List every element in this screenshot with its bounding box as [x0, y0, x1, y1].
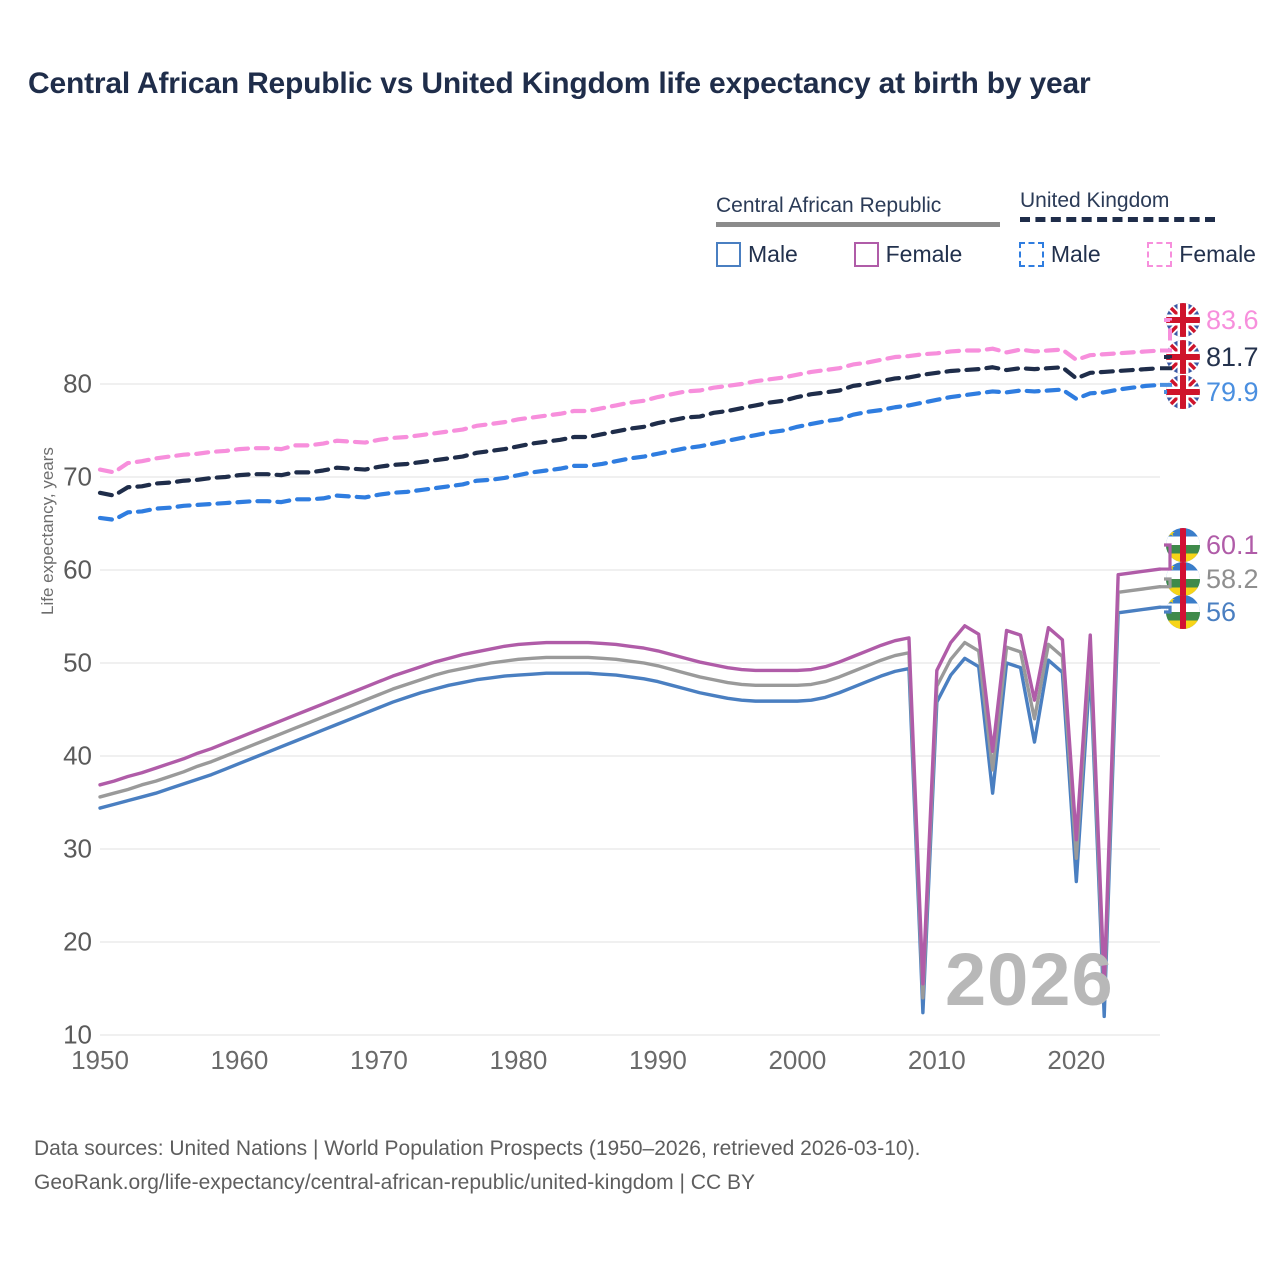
x-tick-2020: 2020 [1047, 1045, 1106, 1075]
legend-group-uk-label: United Kingdom [1020, 189, 1170, 212]
legend-item-uk-female[interactable]: Female [1147, 241, 1256, 268]
legend-swatch-car-female [853, 242, 879, 267]
y-tick-50: 50 [63, 647, 92, 678]
series-line-central-african-republic-total [98, 585, 1162, 1000]
end-value: 60.1 [1206, 529, 1259, 560]
end-label-united-kingdom-male[interactable]: 79.9 [1166, 375, 1259, 409]
legend-item-car-male[interactable]: Male [716, 241, 836, 268]
end-value: 58.2 [1206, 563, 1259, 594]
y-tick-30: 30 [63, 833, 92, 864]
end-label-central-african-republic-male[interactable]: 56 [1166, 595, 1236, 629]
legend-group-car-rule [716, 222, 1000, 227]
end-label-central-african-republic-total[interactable]: 58.2 [1166, 562, 1259, 596]
y-tick-40: 40 [63, 740, 92, 771]
legend-label-car-male: Male [748, 241, 798, 267]
year-watermark: 2026 [945, 938, 1114, 1021]
y-tick-10: 10 [63, 1019, 92, 1050]
legend-swatch-uk-male [1018, 242, 1044, 267]
footer-line-1: Data sources: United Nations | World Pop… [34, 1137, 921, 1160]
y-tick-20: 20 [63, 926, 92, 957]
series-line-united-kingdom-female [97, 346, 1163, 475]
united-kingdom-flag-icon [1166, 303, 1200, 337]
series-line-central-african-republic-male [98, 605, 1162, 1019]
series-canvas [97, 346, 1163, 1036]
legend-swatch-uk-female [1147, 242, 1173, 267]
end-label-united-kingdom-female[interactable]: 83.6 [1166, 303, 1259, 337]
end-value: 83.6 [1206, 304, 1259, 335]
x-tick-1960: 1960 [210, 1045, 269, 1075]
end-value: 56 [1206, 596, 1237, 627]
legend-group-uk[interactable]: United Kingdom [1020, 190, 1215, 231]
series-line-united-kingdom-total [97, 365, 1163, 498]
y-tick-80: 80 [63, 368, 92, 399]
x-tick-1970: 1970 [350, 1045, 408, 1075]
legend-label-car-female: Female [885, 241, 963, 267]
united-kingdom-flag-icon [1166, 340, 1200, 374]
page-title: Central African Republic vs United Kingd… [28, 67, 1091, 100]
x-tick-1950: 1950 [71, 1045, 129, 1075]
end-value: 79.9 [1206, 376, 1259, 407]
legend-swatch-car-male [716, 242, 741, 267]
y-tick-60: 60 [63, 554, 92, 585]
central-african-republic-flag-icon [1166, 562, 1200, 596]
legend-item-uk-male[interactable]: Male [1018, 241, 1129, 268]
x-tick-2000: 2000 [768, 1045, 827, 1075]
plot-area: Life expectancy, years 10 20 30 40 50 60 70 80 … [38, 346, 1163, 1075]
legend-label-uk-male: Male [1050, 241, 1101, 267]
legend-group-car[interactable]: Central African Republic [716, 195, 1000, 231]
x-tick-1990: 1990 [628, 1045, 687, 1075]
footer-sources: Data sources: United Nations | World Pop… [34, 1132, 1254, 1200]
united-kingdom-flag-icon [1166, 375, 1200, 409]
end-label-central-african-republic-female[interactable]: 60.1 [1166, 528, 1259, 562]
legend-item-car-female[interactable]: Female [853, 241, 1001, 268]
series-line-united-kingdom-male [97, 382, 1163, 522]
footer-line-2: GeoRank.org/life-expectancy/central-afri… [34, 1171, 755, 1195]
x-tick-1980: 1980 [489, 1045, 548, 1075]
central-african-republic-flag-icon [1166, 595, 1200, 629]
x-tick-2010: 2010 [907, 1045, 966, 1075]
legend-label-uk-female: Female [1179, 241, 1256, 267]
chart-legend: Central African Republic United Kingdom … [716, 190, 1256, 268]
y-tick-70: 70 [63, 461, 92, 492]
end-label-united-kingdom-total[interactable]: 81.7 [1166, 340, 1259, 374]
legend-group-uk-rule [1020, 217, 1215, 227]
series-line-central-african-republic-female [98, 567, 1162, 986]
central-african-republic-flag-icon [1166, 528, 1200, 562]
legend-group-car-label: Central African Republic [716, 194, 942, 217]
end-value: 81.7 [1206, 341, 1259, 372]
